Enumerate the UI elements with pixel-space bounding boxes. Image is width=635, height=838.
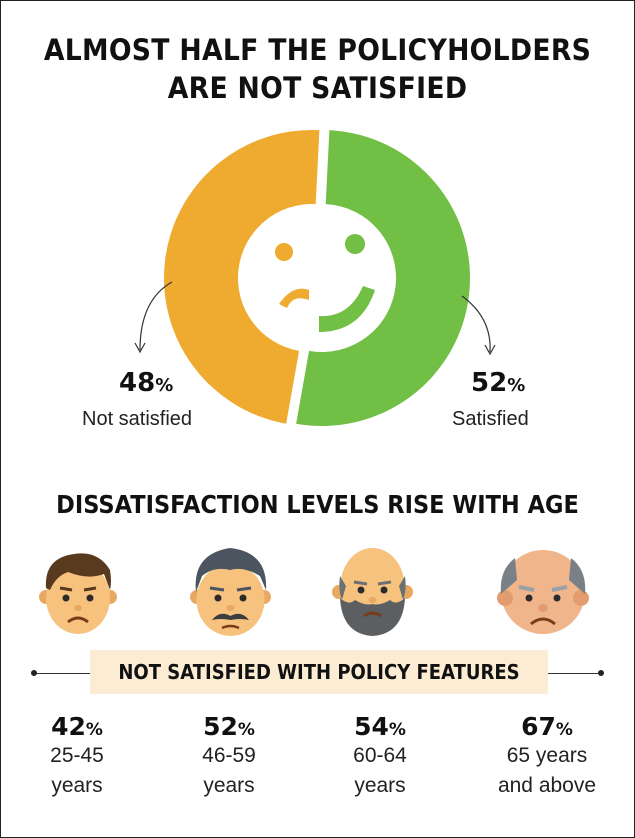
- elderly-man-sad-icon: [497, 550, 589, 634]
- age-group-65-plus: 67% 65 years and above: [472, 712, 622, 801]
- donut-hole: [245, 206, 389, 350]
- age-range-unit: and above: [497, 774, 597, 797]
- age-range-unit: years: [203, 774, 255, 797]
- satisfied-slice: [296, 130, 470, 426]
- age-range-unit: years: [51, 774, 103, 797]
- mustache-man-sad-icon: [190, 548, 271, 636]
- sad-eye-icon: [275, 243, 293, 261]
- satisfied-value: 52%: [471, 368, 526, 398]
- divider-line-left: [33, 673, 90, 674]
- arrow-left-icon: [139, 281, 173, 351]
- satisfied-label: Satisfied: [452, 408, 529, 430]
- bearded-bald-man-sad-icon: [332, 548, 413, 636]
- section-banner: [90, 650, 548, 694]
- arrow-right-icon: [461, 295, 491, 353]
- age-group-25-45: 42% 25-45 years: [2, 712, 152, 801]
- divider-dot-left: [31, 670, 37, 676]
- main-title-line-2: ARE NOT SATISFIED: [167, 71, 468, 105]
- young-man-sad-icon: [39, 553, 117, 634]
- age-value: 67%: [521, 712, 573, 741]
- satisfaction-donut-chart: [134, 130, 496, 426]
- not-satisfied-value: 48%: [119, 368, 174, 398]
- main-title-line-1: ALMOST HALF THE POLICYHOLDERS: [43, 33, 592, 67]
- age-group-46-59: 52% 46-59 years: [154, 712, 304, 801]
- happy-mouth-icon: [319, 286, 375, 332]
- section-banner-text: NOT SATISFIED WITH POLICY FEATURES: [118, 660, 520, 684]
- divider-dot-right: [598, 670, 604, 676]
- age-value: 42%: [51, 712, 103, 741]
- age-section-title: DISSATISFACTION LEVELS RISE WITH AGE: [56, 490, 579, 519]
- arrow-left-head-icon: [134, 342, 146, 354]
- happy-eye-icon: [345, 234, 365, 254]
- sad-mouth-icon: [279, 288, 309, 308]
- age-range-unit: years: [354, 774, 406, 797]
- age-value: 52%: [203, 712, 255, 741]
- not-satisfied-label: Not satisfied: [82, 408, 193, 430]
- divider-line-right: [548, 673, 602, 674]
- age-range: 25-45: [50, 744, 104, 767]
- age-range: 65 years: [506, 744, 588, 767]
- age-range: 46-59: [202, 744, 256, 767]
- age-value: 54%: [354, 712, 406, 741]
- age-range: 60-64: [353, 744, 407, 767]
- age-group-60-64: 54% 60-64 years: [305, 712, 455, 801]
- not-satisfied-slice: [163, 130, 320, 424]
- arrow-right-head-icon: [484, 344, 496, 356]
